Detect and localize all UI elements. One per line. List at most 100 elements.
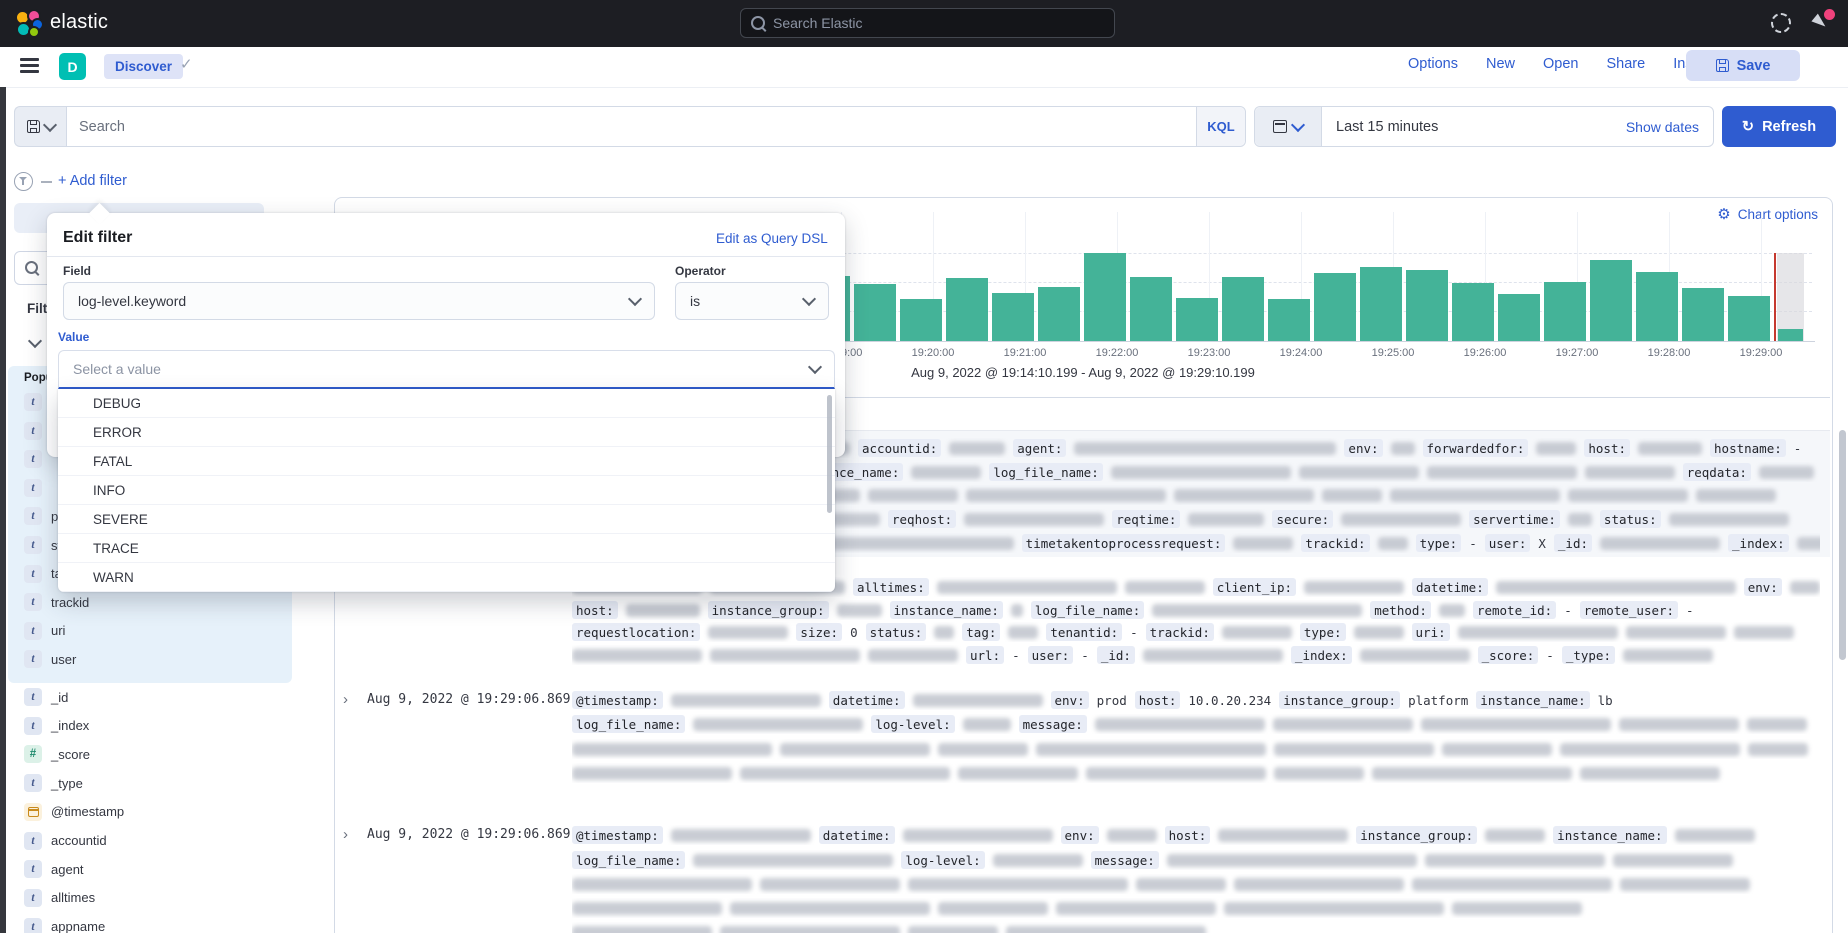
redacted-value	[1274, 742, 1434, 756]
value-combobox[interactable]: Select a value	[58, 350, 835, 389]
redacted-value	[1390, 441, 1415, 455]
redacted-value	[1166, 853, 1417, 867]
sidebar-field-_score[interactable]: # _score	[24, 742, 90, 766]
chevron-down-icon	[807, 359, 823, 375]
breadcrumb-discover[interactable]: Discover	[104, 54, 184, 79]
saved-query-menu-button[interactable]	[14, 106, 66, 147]
text-field-icon: t	[24, 478, 42, 497]
edit-as-query-dsl-link[interactable]: Edit as Query DSL	[716, 231, 828, 246]
redacted-value	[958, 766, 1078, 780]
sidebar-field-_index[interactable]: t _index	[24, 714, 89, 738]
toolbar-link-options[interactable]: Options	[1408, 56, 1458, 72]
sidebar-field-pr[interactable]: t pr	[24, 504, 63, 528]
filter-menu-icon[interactable]	[14, 172, 33, 191]
field-name-badge: env:	[1050, 691, 1089, 709]
sidebar-field-label: _index	[51, 718, 90, 734]
sidebar-field-_type[interactable]: t _type	[24, 771, 83, 795]
redacted-value	[1094, 717, 1265, 731]
space-badge[interactable]: D	[59, 53, 86, 80]
doc-field-line	[572, 898, 1820, 918]
redacted-value	[740, 766, 950, 780]
redacted-value	[966, 488, 1166, 502]
sidebar-field-st[interactable]: t st	[24, 533, 61, 557]
save-button[interactable]: Save	[1686, 50, 1800, 81]
sidebar-field-hidden[interactable]: t	[24, 447, 51, 471]
date-picker-calendar-button[interactable]	[1255, 107, 1322, 146]
field-value: -	[1564, 602, 1572, 618]
value-option-severe[interactable]: SEVERE	[58, 505, 835, 534]
redacted-value	[912, 693, 1043, 707]
redacted-value	[1536, 441, 1577, 455]
toolbar-link-open[interactable]: Open	[1543, 56, 1579, 72]
field-name-badge: host:	[1134, 691, 1181, 709]
sidebar-field-@timestamp[interactable]: @timestamp	[24, 800, 124, 824]
field-name-badge: forwardedfor:	[1422, 439, 1529, 457]
sidebar-collapse-icon[interactable]	[27, 333, 43, 349]
value-option-fatal[interactable]: FATAL	[58, 447, 835, 476]
global-search-input[interactable]: Search Elastic	[740, 8, 1115, 38]
elastic-logo-icon[interactable]	[14, 9, 44, 38]
sidebar-field-hidden[interactable]: t	[24, 390, 51, 414]
elastic-wordmark: elastic	[50, 11, 109, 33]
text-field-icon: t	[24, 688, 42, 706]
sidebar-field-user[interactable]: t user	[24, 647, 76, 671]
dropdown-scrollbar[interactable]	[827, 395, 832, 513]
field-select[interactable]: log-level.keyword	[63, 282, 655, 320]
sidebar-field-_id[interactable]: t _id	[24, 685, 68, 709]
chart-bar	[1360, 267, 1402, 341]
operator-select-value: is	[690, 293, 701, 309]
show-dates-button[interactable]: Show dates	[1625, 118, 1699, 135]
toolbar-link-new[interactable]: New	[1485, 56, 1515, 72]
popover-divider	[47, 256, 845, 257]
sidebar-field-hidden[interactable]: t	[24, 476, 51, 500]
scrollbar-thumb[interactable]	[1839, 430, 1846, 660]
sidebar-field-accountid[interactable]: t accountid	[24, 829, 107, 853]
value-option-trace[interactable]: TRACE	[58, 534, 835, 563]
value-option-warn[interactable]: WARN	[58, 563, 835, 592]
expand-row-icon[interactable]: ›	[343, 691, 348, 708]
chart-tick-label: 19:28:00	[1647, 347, 1691, 359]
query-input[interactable]: Search KQL	[66, 106, 1246, 147]
redacted-value	[1424, 853, 1605, 867]
field-value: -	[1793, 440, 1802, 456]
redacted-value	[902, 828, 1053, 842]
chart-bar	[1682, 288, 1724, 341]
search-icon	[751, 16, 765, 30]
help-icon[interactable]	[1771, 13, 1791, 33]
redacted-value	[1110, 465, 1291, 479]
refresh-button[interactable]: ↻ Refresh	[1722, 106, 1836, 147]
sidebar-field-appname[interactable]: t appname	[24, 915, 105, 933]
field-name-badge: alltimes:	[853, 578, 929, 596]
field-label: Field	[63, 264, 92, 278]
time-range-value[interactable]: Last 15 minutes	[1336, 118, 1439, 135]
add-filter-button[interactable]: + Add filter	[58, 173, 127, 189]
chart-bar	[1222, 277, 1264, 341]
redacted-value	[836, 603, 882, 617]
sidebar-field-agent[interactable]: t agent	[24, 857, 84, 881]
chart-bar	[1038, 287, 1080, 341]
expand-row-icon[interactable]: ›	[343, 826, 348, 843]
sidebar-field-hidden[interactable]: t	[24, 419, 51, 443]
newsfeed-icon[interactable]	[1811, 9, 1835, 33]
redacted-value	[1218, 828, 1349, 842]
sidebar-field-trackid[interactable]: t trackid	[24, 590, 89, 614]
redacted-value	[693, 853, 894, 867]
menu-icon[interactable]	[20, 58, 39, 73]
toolbar-link-share[interactable]: Share	[1606, 56, 1646, 72]
sidebar-field-ta[interactable]: t ta	[24, 562, 62, 586]
text-field-icon: t	[24, 421, 42, 440]
chart-bar	[1728, 296, 1770, 341]
chart-options-button[interactable]: ⚙ Chart options	[1717, 207, 1818, 222]
operator-select[interactable]: is	[675, 282, 829, 320]
query-language-button[interactable]: KQL	[1196, 107, 1245, 146]
value-option-info[interactable]: INFO	[58, 476, 835, 505]
value-option-debug[interactable]: DEBUG	[58, 389, 835, 418]
sidebar-field-alltimes[interactable]: t alltimes	[24, 886, 95, 910]
value-option-error[interactable]: ERROR	[58, 418, 835, 447]
notification-dot	[1824, 9, 1835, 20]
chart-gridline-v	[1761, 212, 1762, 341]
redacted-value	[1086, 766, 1266, 780]
redacted-value	[1006, 925, 1206, 933]
search-icon	[25, 261, 38, 274]
sidebar-field-uri[interactable]: t uri	[24, 619, 65, 643]
